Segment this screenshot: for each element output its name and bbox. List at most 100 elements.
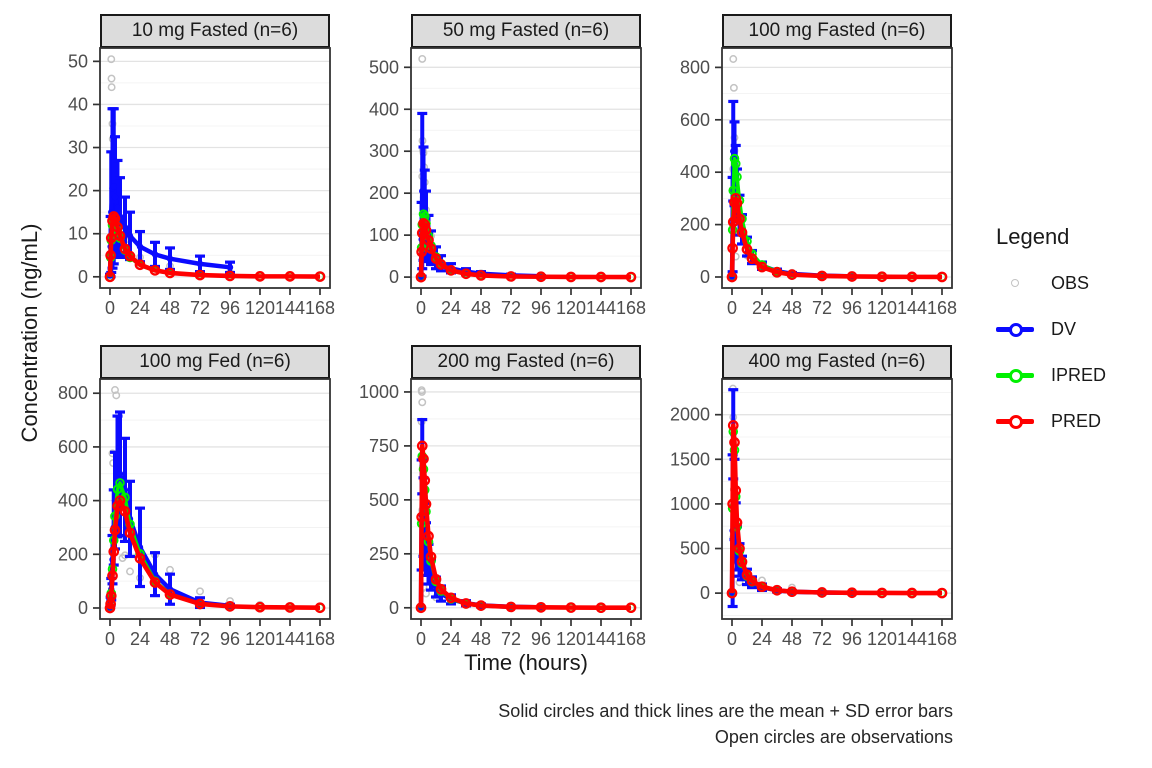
svg-text:144: 144 [586,629,616,649]
legend-label: DV [1051,318,1077,339]
svg-text:0: 0 [78,598,88,618]
svg-text:500: 500 [680,539,710,559]
svg-text:168: 168 [927,298,957,318]
svg-text:48: 48 [471,298,491,318]
svg-text:48: 48 [160,298,180,318]
panel-border [410,378,642,620]
svg-text:750: 750 [369,436,399,456]
svg-text:600: 600 [58,437,88,457]
y-axis-ticks: 0 10 20 30 40 50 [68,51,100,287]
svg-text:120: 120 [867,629,897,649]
svg-text:144: 144 [897,629,927,649]
panel-background [722,379,952,619]
svg-text:24: 24 [752,629,772,649]
svg-text:120: 120 [556,298,586,318]
svg-text:120: 120 [245,629,275,649]
svg-text:1500: 1500 [670,449,710,469]
x-axis-ticks: 0 24 48 72 96 120 144 168 [727,288,957,318]
svg-text:96: 96 [842,629,862,649]
legend-entry-obs: OBS [996,260,1106,306]
svg-text:200: 200 [369,183,399,203]
obs-open-circle-icon [996,272,1034,294]
svg-text:800: 800 [680,57,710,77]
svg-text:96: 96 [531,629,551,649]
x-axis-ticks: 0 24 48 72 96 120 144 168 [416,619,646,649]
pred-series [104,495,326,614]
legend-label: PRED [1051,410,1102,431]
pred-series [726,193,948,283]
y-axis-ticks: 0 200 400 600 800 [58,383,100,618]
svg-text:24: 24 [130,629,150,649]
svg-text:96: 96 [220,298,240,318]
svg-text:0: 0 [700,267,710,287]
svg-text:96: 96 [531,298,551,318]
pred-series [415,440,637,614]
svg-text:72: 72 [501,298,521,318]
svg-text:144: 144 [586,298,616,318]
svg-text:168: 168 [305,629,335,649]
svg-text:200: 200 [58,544,88,564]
legend-entry-ipred: IPRED [996,352,1106,398]
x-axis-title: Time (hours) [464,650,588,675]
svg-text:400: 400 [58,491,88,511]
facet-strip: 10 mg Fasted (n=6) [100,14,330,48]
svg-text:0: 0 [389,267,399,287]
svg-text:0: 0 [105,298,115,318]
facet-strip: 200 mg Fasted (n=6) [411,345,641,379]
svg-text:100: 100 [369,225,399,245]
svg-text:600: 600 [680,110,710,130]
facet-plot: 0 250 500 750 1000 0 24 48 72 96 120 144 168 [359,378,646,649]
svg-text:144: 144 [897,298,927,318]
svg-text:24: 24 [441,298,461,318]
svg-text:72: 72 [501,629,521,649]
svg-text:500: 500 [369,57,399,77]
legend-entry-dv: DV [996,306,1106,352]
svg-text:0: 0 [105,629,115,649]
y-axis-ticks: 0 500 1000 1500 2000 [670,405,722,603]
panel-background [100,48,330,288]
gridlines [411,66,641,278]
svg-text:1000: 1000 [359,382,399,402]
facet-plot: 0 100 200 300 400 500 0 24 48 72 96 120 144 168 [369,47,646,318]
panel-background [100,379,330,619]
svg-text:168: 168 [616,629,646,649]
svg-text:168: 168 [305,298,335,318]
svg-text:144: 144 [275,629,305,649]
facet-strip: 100 mg Fed (n=6) [100,345,330,379]
svg-text:400: 400 [369,99,399,119]
pred-series [726,420,948,599]
svg-text:10: 10 [68,224,88,244]
svg-text:48: 48 [160,629,180,649]
facet-strip: 50 mg Fasted (n=6) [411,14,641,48]
svg-text:72: 72 [190,629,210,649]
svg-text:72: 72 [812,298,832,318]
svg-text:0: 0 [727,298,737,318]
svg-text:200: 200 [680,215,710,235]
svg-text:1000: 1000 [670,494,710,514]
caption-line-1: Solid circles and thick lines are the me… [498,701,953,721]
svg-text:30: 30 [68,138,88,158]
legend-label: OBS [1051,272,1090,293]
panel-background [722,48,952,288]
svg-text:48: 48 [782,298,802,318]
pred-line-point-icon [996,410,1034,432]
svg-text:120: 120 [245,298,275,318]
svg-text:96: 96 [220,629,240,649]
svg-text:48: 48 [471,629,491,649]
svg-text:24: 24 [441,629,461,649]
x-axis-ticks: 0 24 48 72 96 120 144 168 [105,619,335,649]
facet-plot: 0 200 400 600 800 0 24 48 72 96 120 144 168 [58,378,335,649]
svg-text:0: 0 [700,583,710,603]
svg-text:50: 50 [68,51,88,71]
panel-border [99,378,331,620]
svg-text:800: 800 [58,383,88,403]
svg-text:120: 120 [867,298,897,318]
y-axis-ticks: 0 250 500 750 1000 [359,382,411,618]
ipred-line-point-icon [996,364,1034,386]
panel-border [410,47,642,289]
svg-text:120: 120 [556,629,586,649]
panel-border [721,378,953,620]
svg-text:250: 250 [369,544,399,564]
svg-text:24: 24 [752,298,772,318]
pred-series [104,211,326,283]
